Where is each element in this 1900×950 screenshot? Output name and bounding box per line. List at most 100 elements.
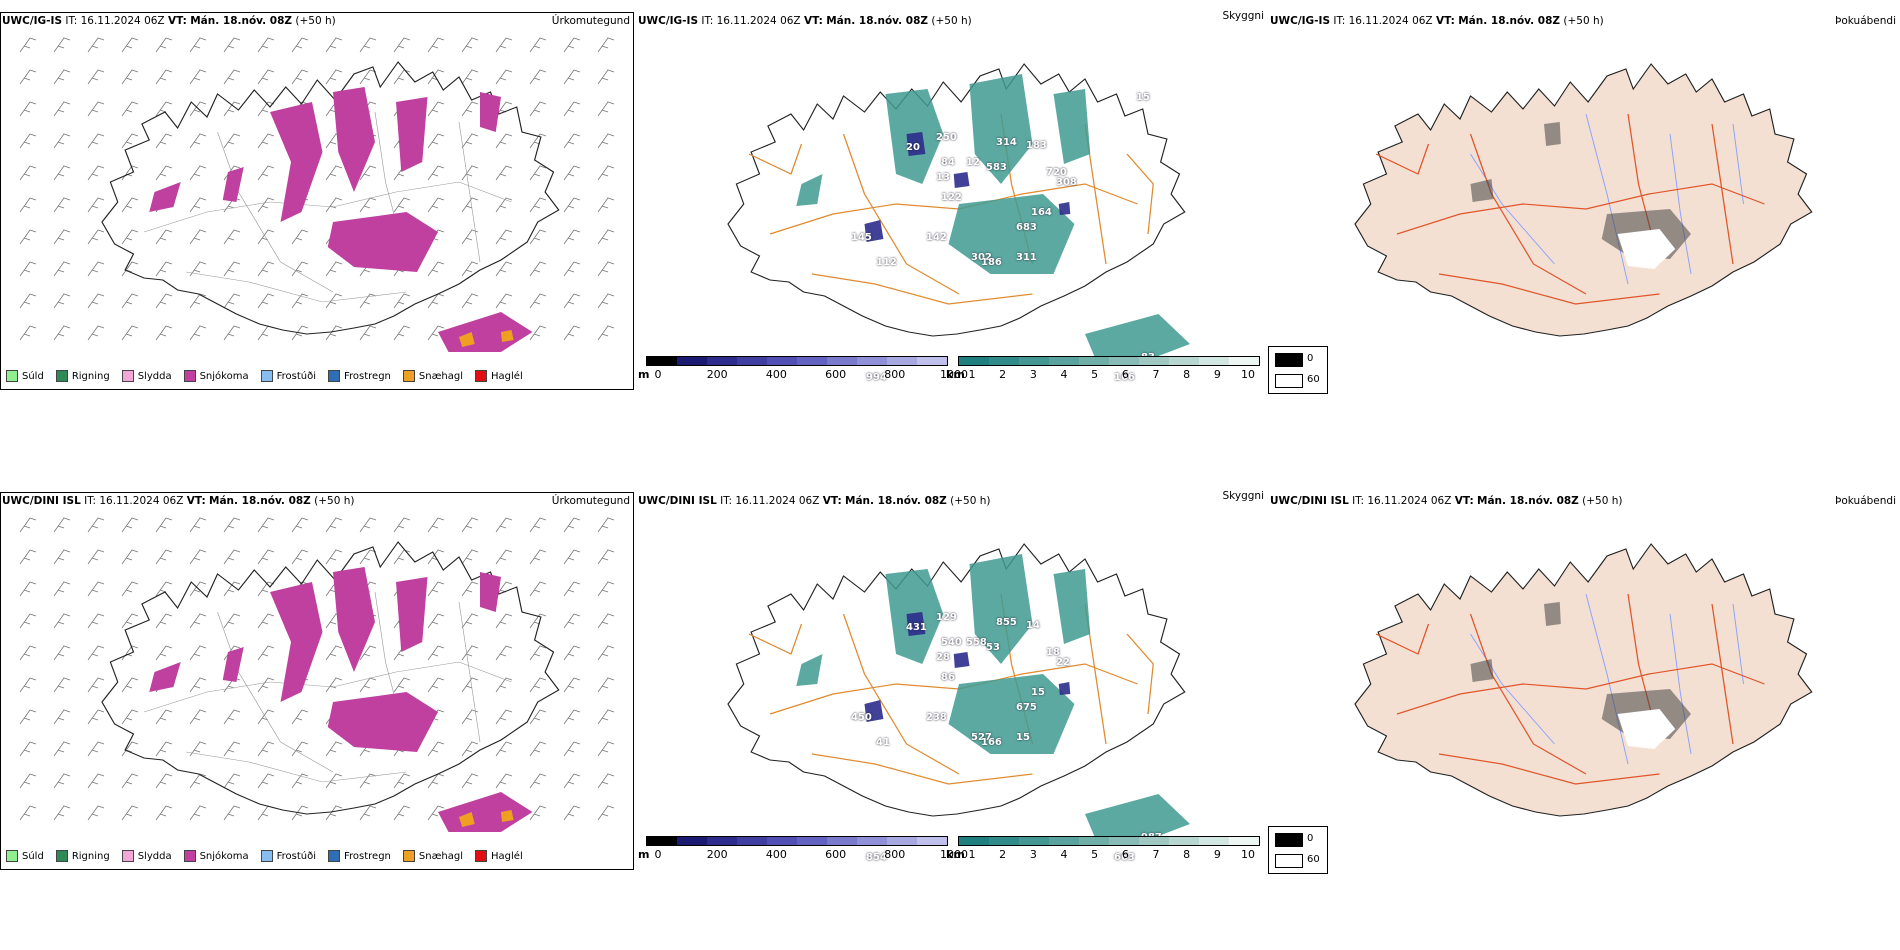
legend-item: Snæhagl [402, 850, 463, 862]
vt-value: Mán. 18.nóv. 08Z [845, 495, 947, 507]
visibility-tick: 9 [1213, 368, 1221, 381]
fog-map [1354, 543, 1813, 817]
visibility-tick: 7 [1152, 368, 1160, 381]
road-network [143, 111, 512, 303]
colorbar-step [989, 837, 1019, 845]
fog-label-low: 60 [1307, 374, 1320, 385]
panel-type-label: Þokuábendi [1835, 15, 1896, 27]
legend-item: Súld [6, 370, 44, 382]
ceiling-colorbar [646, 356, 948, 366]
legend-label: Haglél [491, 850, 523, 862]
legend-item: Súld [6, 850, 44, 862]
colorbar-step [707, 837, 737, 845]
ceiling-tick: 0 [654, 848, 662, 861]
colorbar-step [1079, 837, 1109, 845]
precip-type-panel: UWC/IG-IS IT: 16.11.2024 06Z VT: Mán. 18… [0, 12, 634, 390]
colorbar-step [767, 357, 797, 365]
visibility-tick: 2 [999, 368, 1007, 381]
colorbar-step [1199, 837, 1229, 845]
colorbar-step [959, 357, 989, 365]
vt-value: Mán. 18.nóv. 08Z [826, 15, 929, 27]
panel-type-label: Úrkomutegund [551, 15, 630, 27]
legend-item: Haglél [475, 370, 523, 382]
run-header: UWC/IG-IS IT: 16.11.2024 06Z VT: Mán. 18… [1270, 15, 1604, 27]
visibility-tick: 1 [968, 368, 976, 381]
panel-type-label: Skyggni [1222, 490, 1265, 502]
vt-label: VT: [1435, 15, 1455, 27]
colorbar-step [1139, 837, 1169, 845]
colorbar-step [857, 357, 887, 365]
cloud-base-label: 86 [941, 672, 955, 683]
iceland-coastline [727, 543, 1186, 817]
legend-swatch [183, 850, 196, 862]
it-label: IT: [1333, 15, 1346, 27]
iceland-land [1354, 63, 1813, 337]
snow-area [149, 87, 533, 352]
snow-area [149, 567, 533, 832]
iceland-coastline [101, 61, 560, 335]
legend-item: Haglél [475, 850, 523, 862]
legend-label: Snjókoma [199, 850, 249, 862]
legend-swatch [260, 850, 273, 862]
cloud-base-label: 12 [966, 157, 980, 168]
vt-label: VT: [822, 495, 842, 507]
legend-item: Rigning [55, 370, 110, 382]
legend-item: Rigning [55, 850, 110, 862]
iceland-coastline [727, 63, 1186, 337]
colorbar-step [917, 837, 947, 845]
visibility-tick: 10 [1241, 368, 1255, 381]
colorbar-step [917, 357, 947, 365]
fog-label-high: 0 [1307, 833, 1314, 844]
it-value: 16.11.2024 06Z [80, 15, 165, 27]
it-value: 16.11.2024 06Z [99, 495, 184, 507]
legend-label: Frostregn [344, 370, 391, 382]
visibility-colorbar [958, 356, 1260, 366]
it-value: 16.11.2024 06Z [735, 495, 820, 507]
iceland-land [1354, 543, 1813, 817]
colorbar-step [1229, 357, 1259, 365]
it-label: IT: [720, 495, 733, 507]
lead-time: (+50 h) [950, 495, 991, 507]
run-header: UWC/IG-IS IT: 16.11.2024 06Z VT: Mán. 18… [638, 15, 972, 27]
vt-label: VT: [1454, 495, 1474, 507]
legend-swatch [55, 850, 68, 862]
visibility-unit: km [946, 368, 965, 381]
colorbar-step [767, 837, 797, 845]
cloud-base-label: 15 [1016, 732, 1030, 743]
fog-panel: UWC/DINI ISL IT: 16.11.2024 06Z VT: Mán.… [1268, 492, 1898, 874]
legend-item: Frostregn [328, 850, 391, 862]
cloud-base-label: 250 [936, 132, 957, 143]
cloud-base-label: 112 [876, 257, 897, 268]
legend-label: Frostúði [276, 850, 316, 862]
vt-value: Mán. 18.nóv. 08Z [190, 15, 293, 27]
visibility-tick: 6 [1121, 848, 1129, 861]
cloud-base-label: 129 [936, 612, 957, 623]
road-network [143, 591, 512, 783]
visibility-colorbar [958, 836, 1260, 846]
visibility-map [727, 63, 1190, 364]
colorbar-step [827, 837, 857, 845]
it-label: IT: [1352, 495, 1365, 507]
snow-pellet-area [458, 330, 514, 347]
run-header: UWC/DINI ISL IT: 16.11.2024 06Z VT: Mán.… [1270, 495, 1623, 507]
colorbar-step [1109, 837, 1139, 845]
visibility-tick: 4 [1060, 848, 1068, 861]
fog-swatch-low [1275, 374, 1303, 388]
cloud-base-label: 431 [906, 622, 927, 633]
vt-label: VT: [167, 15, 187, 27]
visibility-tick: 8 [1183, 848, 1191, 861]
ceiling-tick: 600 [825, 368, 847, 381]
colorbar-step [647, 837, 677, 845]
run-header: UWC/DINI ISL IT: 16.11.2024 06Z VT: Mán.… [638, 495, 991, 507]
legend-swatch [328, 370, 340, 382]
lead-time: (+50 h) [931, 15, 972, 27]
legend-swatch [260, 370, 273, 382]
cloud-base-label: 53 [986, 642, 1000, 653]
cloud-base-label: 308 [1056, 177, 1077, 188]
colorbar-step [887, 357, 917, 365]
panel-type-label: Úrkomutegund [551, 495, 630, 507]
legend-item: Frostúði [260, 850, 316, 862]
cloud-base-label: 540 [941, 637, 962, 648]
visibility-tick: 5 [1091, 368, 1099, 381]
colorbar-step [887, 837, 917, 845]
